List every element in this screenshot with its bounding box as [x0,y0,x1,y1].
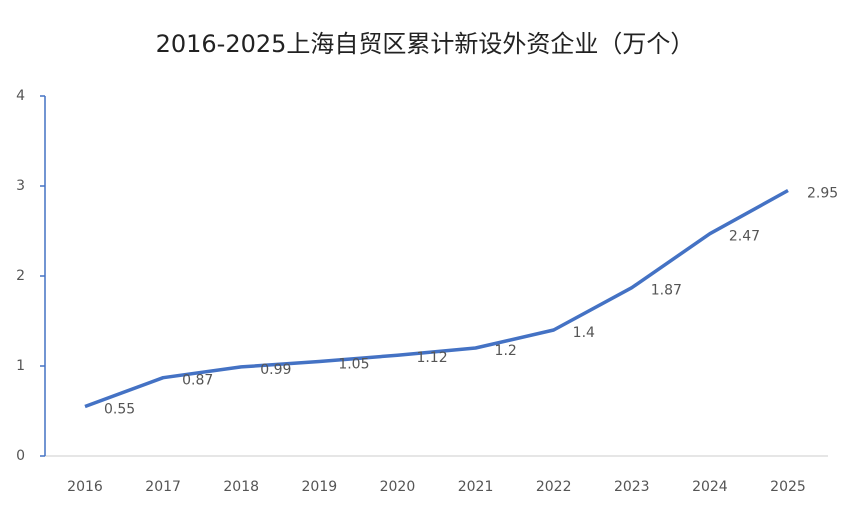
x-tick-label: 2018 [223,479,259,495]
y-tick-label: 2 [16,268,25,284]
data-label: 1.12 [416,350,447,366]
data-label: 0.55 [104,402,135,418]
data-label: 1.87 [651,283,682,299]
x-tick-label: 2021 [458,479,494,495]
x-tick-label: 2022 [536,479,572,495]
y-tick-label: 1 [16,358,25,374]
x-tick-label: 2025 [770,479,806,495]
chart-title: 2016-2025上海自贸区累计新设外资企业（万个） [156,30,695,58]
data-label: 2.95 [807,186,838,202]
y-tick-label: 4 [16,88,25,104]
x-tick-label: 2017 [145,479,181,495]
data-label: 2.47 [729,229,760,245]
data-label: 1.2 [495,343,517,359]
data-label: 0.99 [260,362,291,378]
x-tick-label: 2020 [380,479,416,495]
y-tick-label: 0 [16,448,25,464]
line [84,188,789,409]
x-tick-label: 2023 [614,479,650,495]
y-tick-label: 3 [16,178,25,194]
data-label: 0.87 [182,373,213,389]
data-label: 1.4 [573,325,595,341]
x-tick-label: 2016 [67,479,103,495]
x-tick-label: 2024 [692,479,728,495]
x-tick-label: 2019 [302,479,338,495]
data-label: 1.05 [338,357,369,373]
